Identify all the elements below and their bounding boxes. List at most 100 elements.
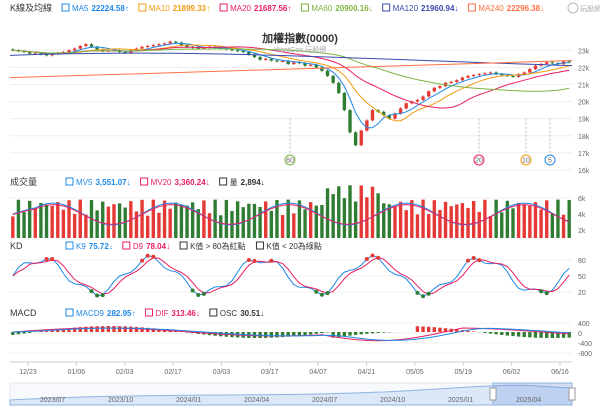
volume-bar [522, 204, 526, 238]
volume-bar [101, 201, 105, 238]
volume-bar [353, 201, 358, 238]
osc-bar [286, 332, 290, 337]
candle-body [67, 50, 71, 52]
x-tick-label: 05/05 [406, 369, 424, 376]
osc-bar [528, 332, 532, 338]
candle-body [387, 115, 392, 119]
candle-body [325, 70, 330, 76]
osc-bar [106, 326, 111, 332]
y-tick-label: -800 [578, 351, 592, 358]
volume-bar [196, 209, 200, 238]
osc-bar [421, 326, 425, 332]
legend-value: 282.95↑ [107, 309, 135, 318]
candle-body [455, 80, 459, 82]
volume-bar [72, 213, 77, 238]
volume-bar [432, 200, 436, 238]
osc-bar [455, 329, 459, 332]
volume-bar [151, 199, 155, 238]
y-tick-label: 400 [578, 321, 590, 328]
legend-name: MA120 [393, 4, 419, 13]
osc-bar [500, 332, 504, 335]
volume-bar [84, 214, 88, 238]
osc-bar [353, 332, 358, 335]
osc-bar [157, 329, 161, 332]
candle-body [342, 93, 347, 111]
volume-bar [190, 202, 195, 238]
legend-name: OSC [220, 309, 238, 318]
legend-checkbox [179, 241, 188, 250]
osc-bar [359, 332, 363, 335]
legend-value: 21899.33↑ [173, 4, 210, 13]
volume-bar [16, 199, 21, 238]
event-marker-label: 5 [548, 158, 552, 165]
volume-bar [314, 205, 318, 238]
volume-bar [516, 202, 521, 238]
y-tick-label: 23k [578, 48, 590, 55]
volume-bar [112, 204, 116, 238]
osc-bar [505, 332, 510, 336]
candle-body [286, 60, 290, 64]
legend-value: 21687.56↑ [254, 4, 291, 13]
mv20-line [12, 204, 570, 225]
volume-bar [27, 200, 32, 238]
kd-green-dot [100, 293, 105, 298]
navigator-handle[interactable] [568, 387, 576, 401]
volume-bar [561, 214, 566, 238]
osc-bar [72, 327, 77, 332]
legend-checkbox [138, 3, 147, 12]
osc-bar [342, 332, 347, 337]
volume-bar [292, 213, 296, 238]
x-tick-label: 02/03 [116, 369, 134, 376]
legend-checkbox [219, 3, 228, 12]
osc-bar [427, 326, 431, 332]
volume-bar [438, 209, 442, 238]
volume-bar [455, 204, 459, 238]
navigator-tick-label: 2024/07 [312, 397, 337, 404]
y-tick-label: 6k [578, 196, 586, 203]
volume-bar [106, 206, 111, 238]
navigator-handle[interactable] [489, 387, 497, 401]
osc-bar [550, 332, 555, 338]
legend-value: 78.04↓ [146, 242, 170, 251]
osc-bar [494, 332, 498, 335]
legend-checkbox [144, 308, 153, 317]
candle-body [421, 96, 425, 100]
osc-bar [280, 332, 285, 338]
legend-name: MACD9 [76, 309, 105, 318]
volume-bar [550, 213, 555, 238]
candle-body [427, 91, 431, 97]
kd-red-dot [269, 258, 274, 263]
volume-bar [511, 208, 515, 238]
osc-bar [112, 326, 116, 332]
candle-body [22, 51, 26, 53]
kd-red-dot [376, 255, 381, 260]
candle-body [533, 65, 538, 70]
candle-body [483, 73, 487, 75]
osc-bar [561, 332, 566, 338]
navigator-tick-label: 2024/01 [176, 397, 201, 404]
volume-bar [359, 185, 363, 238]
osc-bar [264, 332, 268, 338]
y-tick-label: 50 [578, 274, 586, 281]
osc-bar [269, 332, 274, 338]
legend-checkbox [65, 308, 74, 317]
kd-green-dot [190, 288, 195, 293]
candle-body [522, 72, 526, 75]
kd-green-dot [314, 289, 319, 294]
navigator[interactable] [9, 382, 576, 406]
candle-body [432, 87, 436, 92]
volume-bar [533, 202, 538, 238]
legend-name: MA20 [230, 4, 251, 13]
candle-body [168, 41, 172, 44]
osc-bar [539, 332, 543, 338]
osc-bar [95, 326, 99, 332]
volume-bar [247, 203, 251, 238]
volume-bar [39, 202, 43, 238]
y-tick-label: 20k [578, 100, 590, 107]
volume-bar [264, 201, 268, 238]
osc-bar [303, 332, 307, 336]
ma120-line [9, 52, 573, 67]
volume-bar [308, 202, 313, 238]
candle-body [460, 77, 465, 81]
candle-body [500, 74, 504, 76]
